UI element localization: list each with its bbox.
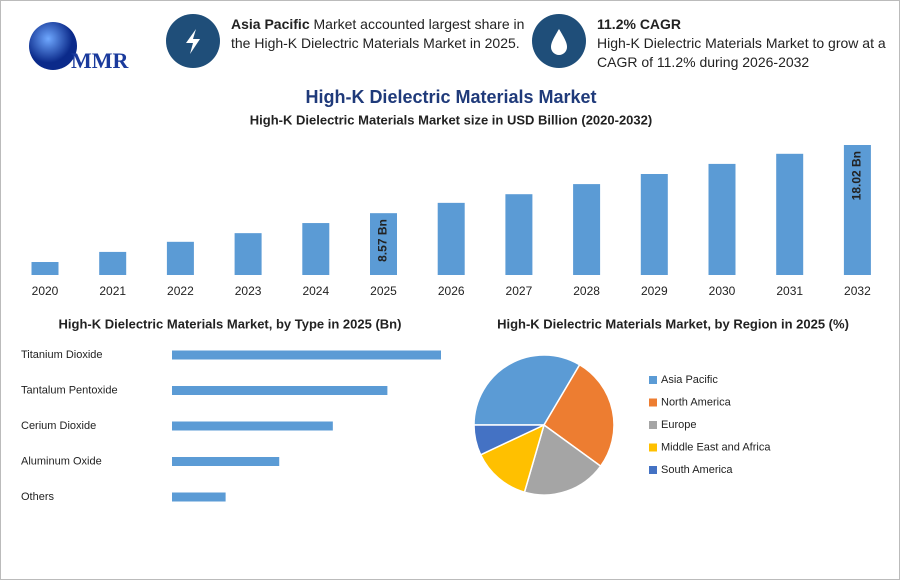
- bar: [708, 163, 736, 275]
- info-text: Market accounted largest share in the Hi…: [231, 16, 525, 51]
- bar: [573, 184, 601, 275]
- info-highlight: Asia Pacific: [231, 16, 310, 32]
- x-tick-label: 2030: [709, 284, 736, 298]
- bar: [370, 213, 397, 275]
- bar: [166, 241, 194, 275]
- pie-slice: [473, 354, 581, 426]
- main-title: High-K Dielectric Materials Market: [305, 87, 596, 107]
- x-tick-label: 2025: [370, 284, 397, 298]
- legend-swatch: [649, 376, 657, 384]
- logo-text: MMR: [71, 48, 130, 73]
- bar: [302, 223, 330, 275]
- x-tick-label: 2020: [32, 284, 59, 298]
- chart-title: High-K Dielectric Materials Market, by T…: [59, 316, 402, 331]
- bar: [776, 153, 804, 275]
- legend-label: North America: [661, 396, 732, 408]
- logo-globe: [29, 22, 77, 70]
- bar: [31, 262, 59, 275]
- data-label: 8.57 Bn: [376, 219, 390, 262]
- legend-label: Middle East and Africa: [661, 441, 771, 453]
- x-tick-label: 2022: [167, 284, 194, 298]
- bar: [234, 233, 262, 275]
- category-label: Tantalum Pentoxide: [21, 384, 118, 396]
- bar: [505, 194, 533, 275]
- info-block: 11.2% CAGR High-K Dielectric Materials Ma…: [597, 15, 897, 72]
- bar: [640, 174, 668, 275]
- x-tick-label: 2023: [235, 284, 262, 298]
- bar: [172, 421, 333, 431]
- info-highlight: 11.2% CAGR: [597, 16, 682, 32]
- legend-label: Europe: [661, 419, 696, 431]
- chart-title: High-K Dielectric Materials Market, by R…: [497, 316, 849, 331]
- bar: [172, 457, 280, 466]
- bolt-icon: [186, 29, 200, 54]
- x-tick-label: 2031: [776, 284, 803, 298]
- legend-swatch: [649, 421, 657, 429]
- x-tick-label: 2027: [506, 284, 533, 298]
- bar: [99, 251, 127, 275]
- pie-slice: [543, 363, 615, 468]
- x-tick-label: 2026: [438, 284, 465, 298]
- info-text: High-K Dielectric Materials Market to gr…: [597, 35, 886, 70]
- x-tick-label: 2028: [573, 284, 600, 298]
- legend-swatch: [649, 443, 657, 452]
- legend-label: South America: [661, 464, 733, 476]
- category-label: Titanium Dioxide: [21, 349, 103, 361]
- bar: [437, 202, 465, 275]
- x-tick-label: 2029: [641, 284, 668, 298]
- legend-label: Asia Pacific: [661, 374, 718, 386]
- x-tick-label: 2024: [302, 284, 329, 298]
- legend-swatch: [649, 466, 657, 474]
- x-tick-label: 2032: [844, 284, 871, 298]
- data-label: 18.02 Bn: [850, 151, 864, 200]
- info-block: Asia Pacific Market accounted largest sh…: [231, 15, 531, 53]
- category-label: Aluminum Oxide: [21, 455, 102, 467]
- bar: [843, 145, 871, 275]
- category-label: Others: [21, 491, 55, 503]
- legend-swatch: [649, 398, 657, 407]
- bar: [172, 350, 441, 360]
- x-tick-label: 2021: [99, 284, 126, 298]
- bar: [172, 386, 388, 395]
- drop-icon: [551, 29, 567, 55]
- pie-slice: [473, 424, 545, 456]
- category-label: Cerium Dioxide: [21, 420, 96, 432]
- pie-slice: [523, 423, 602, 496]
- chart-title: High-K Dielectric Materials Market size …: [250, 112, 652, 127]
- pie-slice: [479, 423, 546, 494]
- bar: [172, 492, 226, 502]
